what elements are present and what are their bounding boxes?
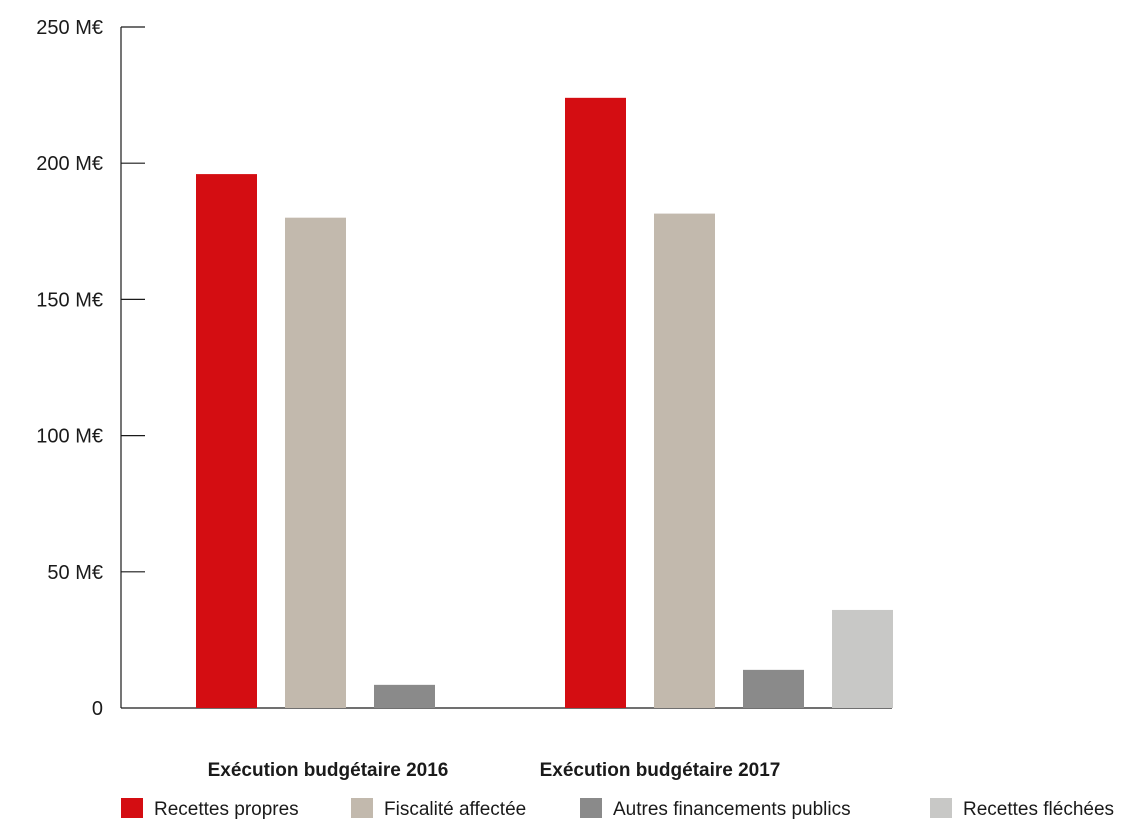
bars-layer bbox=[196, 97, 893, 709]
legend-label-fiscalite-affectee: Fiscalité affectée bbox=[384, 799, 526, 820]
bar-autres-financements-publics-2 bbox=[743, 669, 804, 708]
category-label: Exécution budgétaire 2016 bbox=[208, 760, 449, 781]
y-tick-label: 0 bbox=[92, 698, 103, 720]
bar-autres-financements-publics-1 bbox=[374, 684, 435, 708]
bar-fiscalite-affectee-2 bbox=[654, 213, 715, 708]
legend-swatch-recettes-flechees bbox=[930, 798, 952, 818]
bar-fiscalite-affectee-1 bbox=[285, 217, 346, 708]
y-tick-label: 50 M€ bbox=[47, 562, 103, 584]
y-tick-label: 150 M€ bbox=[36, 289, 103, 311]
y-tick-label: 250 M€ bbox=[36, 17, 103, 39]
y-tick-label: 100 M€ bbox=[36, 426, 103, 448]
bar-recettes-propres-1 bbox=[196, 174, 257, 708]
y-tick-label: 200 M€ bbox=[36, 153, 103, 175]
legend-swatch-recettes-propres bbox=[121, 798, 143, 818]
legend-swatch-fiscalite-affectee bbox=[351, 798, 373, 818]
legend-swatch-autres-financements-publics bbox=[580, 798, 602, 818]
legend-label-recettes-flechees: Recettes fléchées bbox=[963, 799, 1114, 820]
legend-label-autres-financements-publics: Autres financements publics bbox=[613, 799, 851, 820]
legend-label-recettes-propres: Recettes propres bbox=[154, 799, 299, 820]
legend: Recettes propres Fiscalité affectée Autres… bbox=[121, 798, 1114, 820]
category-labels: Exécution budgétaire 2016 Exécution budgé… bbox=[208, 760, 781, 781]
category-label: Exécution budgétaire 2017 bbox=[540, 760, 781, 781]
bar-recettes-propres-2 bbox=[565, 97, 626, 709]
axis-layer: 0 50 M€ 100 M€ 150 M€ 200 M€ 250 M€ bbox=[36, 17, 892, 720]
bar-recettes-flechees-2 bbox=[832, 609, 893, 708]
